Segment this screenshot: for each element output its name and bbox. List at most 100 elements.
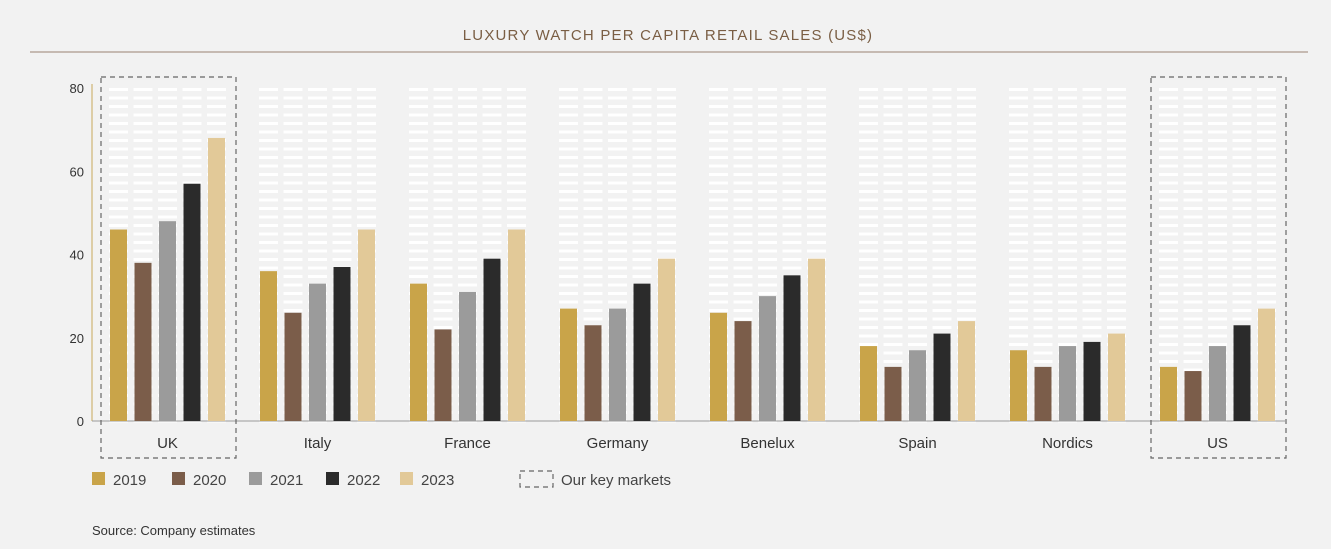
stripe-dash [782, 122, 802, 125]
stripe-dash [733, 317, 753, 321]
stripe-dash [733, 300, 753, 304]
stripe-dash [1183, 275, 1203, 278]
stripe-dash [758, 275, 777, 278]
stripe-dash [1183, 309, 1203, 312]
stripe-dash [608, 292, 627, 295]
stripe-dash [608, 232, 627, 236]
stripe-dash [1058, 343, 1077, 346]
stripe-dash [758, 241, 777, 244]
stripe-dash [859, 241, 878, 244]
stripe-dash [1107, 156, 1126, 159]
stripe-dash [709, 96, 728, 100]
stripe-dash [507, 164, 526, 168]
stripe-dash [1257, 156, 1276, 159]
stripe-dash [283, 130, 303, 134]
stripe-dash [1159, 198, 1178, 202]
stripe-dash [1257, 207, 1276, 210]
stripe-dash [1058, 300, 1077, 304]
stripe-dash [632, 232, 652, 236]
stripe-dash [482, 249, 502, 253]
stripe-dash [957, 300, 976, 304]
stripe-dash [583, 122, 603, 125]
stripe-dash [559, 232, 578, 236]
stripe-dash [1159, 147, 1178, 151]
stripe-dash [932, 300, 952, 304]
stripe-dash [182, 156, 202, 159]
stripe-dash [583, 130, 603, 134]
stripe-dash [657, 207, 676, 210]
stripe-dash [583, 292, 603, 295]
stripe-dash [957, 113, 976, 117]
stripe-dash [1033, 156, 1053, 159]
stripe-dash [859, 275, 878, 278]
stripe-dash [433, 122, 453, 125]
stripe-dash [308, 207, 327, 210]
stripe-dash [283, 300, 303, 304]
stripe-dash [357, 190, 376, 193]
stripe-dash [109, 147, 128, 151]
stripe-dash [1257, 122, 1276, 125]
stripe-dash [308, 96, 327, 100]
stripe-dash [932, 173, 952, 176]
stripe-dash [758, 283, 777, 287]
stripe-dash [482, 88, 502, 91]
stripe-dash [409, 207, 428, 210]
stripe-dash [807, 224, 826, 227]
bar-uk-2021 [159, 221, 176, 421]
stripe-dash [1232, 190, 1252, 193]
stripe-dash [559, 113, 578, 117]
stripe-dash [308, 215, 327, 219]
stripe-dash [433, 139, 453, 142]
stripe-dash [733, 147, 753, 151]
stripe-dash [482, 215, 502, 219]
stripe-dash [433, 275, 453, 278]
stripe-dash [632, 258, 652, 261]
stripe-dash [559, 173, 578, 176]
stripe-dash [632, 207, 652, 210]
stripe-dash [733, 113, 753, 117]
stripe-dash [859, 309, 878, 312]
stripe-dash [957, 241, 976, 244]
stripe-dash [357, 139, 376, 142]
stripe-dash [932, 130, 952, 134]
stripe-dash [583, 139, 603, 142]
stripe-dash [1107, 105, 1126, 108]
stripe-dash [583, 113, 603, 117]
stripe-dash [1183, 139, 1203, 142]
stripe-dash [308, 113, 327, 117]
stripe-dash [608, 241, 627, 244]
stripe-dash [207, 130, 226, 134]
stripe-dash [507, 198, 526, 202]
stripe-dash [308, 275, 327, 278]
stripe-dash [883, 241, 903, 244]
stripe-dash [932, 317, 952, 321]
stripe-dash [357, 105, 376, 108]
stripe-dash [807, 173, 826, 176]
stripe-dash [1208, 258, 1227, 261]
stripe-dash [908, 105, 927, 108]
stripe-dash [409, 198, 428, 202]
stripe-dash [458, 249, 477, 253]
stripe-dash [1159, 105, 1178, 108]
stripe-dash [883, 292, 903, 295]
stripe-dash [1107, 232, 1126, 236]
stripe-dash [109, 122, 128, 125]
stripe-dash [657, 88, 676, 91]
stripe-dash [158, 181, 177, 185]
stripe-dash [158, 88, 177, 91]
stripe-dash [259, 122, 278, 125]
stripe-dash [332, 258, 352, 261]
stripe-dash [859, 283, 878, 287]
stripe-dash [308, 105, 327, 108]
stripe-dash [1208, 113, 1227, 117]
stripe-dash [782, 241, 802, 244]
stripe-dash [733, 139, 753, 142]
stripe-dash [583, 96, 603, 100]
stripe-dash [458, 173, 477, 176]
stripe-dash [657, 96, 676, 100]
stripe-dash [1232, 139, 1252, 142]
stripe-dash [109, 207, 128, 210]
stripe-dash [259, 173, 278, 176]
stripe-dash [482, 181, 502, 185]
category-label: US [1207, 435, 1228, 452]
